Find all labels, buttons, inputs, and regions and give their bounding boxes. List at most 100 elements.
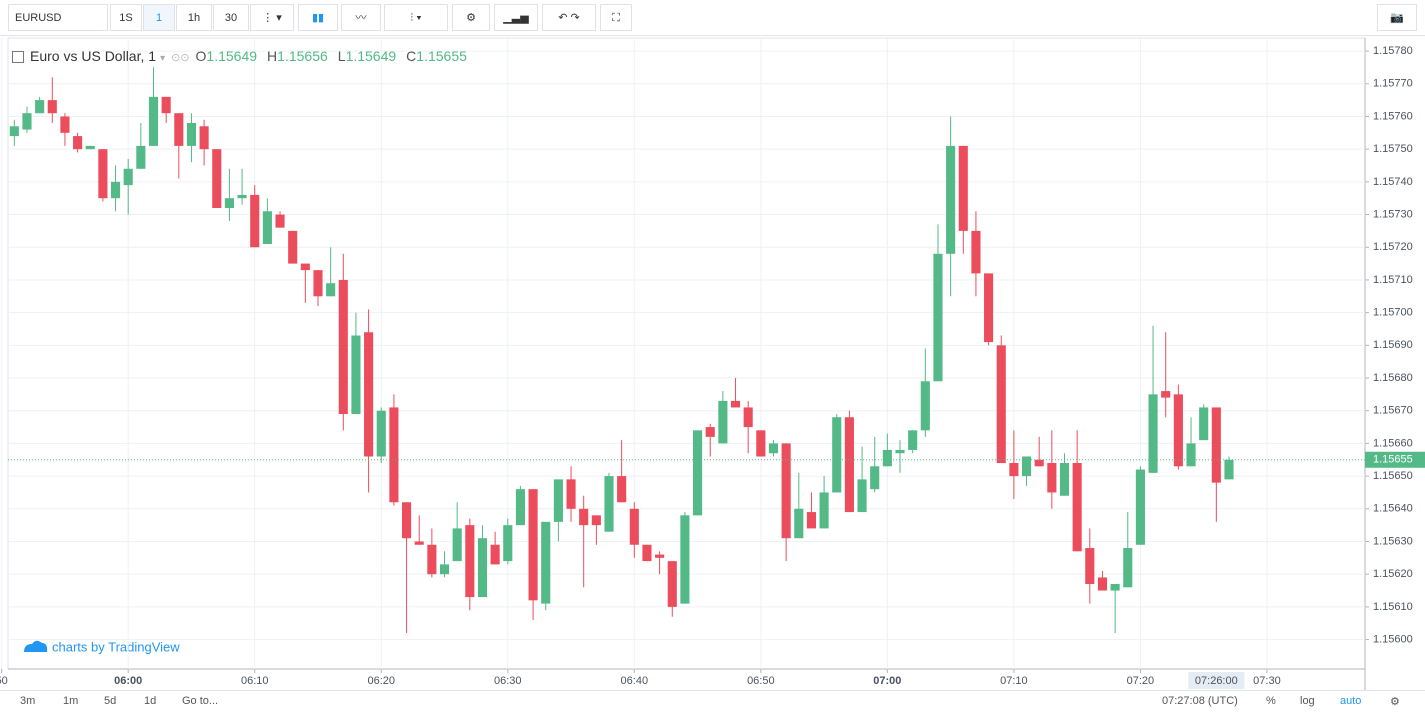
interval-menu[interactable]: ⋮ ▾ xyxy=(250,4,294,31)
candle-body xyxy=(1009,463,1019,477)
settings-button[interactable]: ⚙ xyxy=(452,4,490,31)
undo-redo[interactable]: ↶ ↷ xyxy=(542,4,596,31)
candle-body xyxy=(136,145,146,169)
candle-body xyxy=(743,407,753,428)
candle-body xyxy=(224,198,234,209)
range-button[interactable]: 1m xyxy=(63,695,79,707)
candle-body xyxy=(870,466,880,490)
scale-settings[interactable]: ⚙ xyxy=(1390,696,1400,708)
candle-body xyxy=(465,525,475,598)
y-tick-label: 1.15600 xyxy=(1373,633,1413,645)
ohlc-value: 1.15656 xyxy=(277,48,328,64)
candle-body xyxy=(781,443,791,539)
candle-body xyxy=(667,561,677,607)
candle-body xyxy=(705,427,715,437)
toolbar: EURUSD 1S 1 1h 30 ⋮ ▾ ▮▮ 〰 ⫶ ▾ ⚙ ▁▃▅ ↶ ↷… xyxy=(0,0,1425,36)
candle-body xyxy=(9,126,19,137)
candle-body xyxy=(1123,548,1133,588)
ohlc-value: 1.15649 xyxy=(345,48,397,64)
collapse-icon[interactable] xyxy=(12,51,24,64)
crosshair-time-box xyxy=(1188,672,1245,689)
snapshot-button[interactable]: 📷 xyxy=(1377,4,1417,31)
y-tick-label: 1.15640 xyxy=(1373,503,1413,515)
candle-body xyxy=(718,400,728,444)
x-tick-label: 07:00 xyxy=(873,675,901,687)
indicators-button[interactable]: ▁▃▅ xyxy=(494,4,538,31)
y-tick-label: 1.15740 xyxy=(1373,176,1413,188)
interval-button[interactable]: 1S xyxy=(110,4,142,31)
candle-body xyxy=(427,544,437,575)
x-tick-label: 06:40 xyxy=(621,675,649,687)
ohlc: O1.15649 H1.15656 L1.15649 C1.15655 xyxy=(196,48,467,64)
candle-body xyxy=(857,479,867,513)
goto-button[interactable]: Go to... xyxy=(182,695,219,707)
x-tick-label: 06:50 xyxy=(747,675,775,687)
candle-body xyxy=(1072,463,1082,552)
interval-button[interactable]: 1h xyxy=(176,4,212,31)
candle-body xyxy=(1161,391,1171,398)
candle-body xyxy=(996,345,1006,464)
candle-body xyxy=(1186,443,1196,467)
range-button[interactable]: 1d xyxy=(144,695,157,707)
candle-body xyxy=(971,230,981,274)
candle-body xyxy=(1135,469,1145,545)
y-tick-label: 1.15710 xyxy=(1373,274,1413,286)
candle-body xyxy=(730,400,741,408)
last-price-label: 1.15655 xyxy=(1373,454,1413,466)
candle-body xyxy=(756,430,766,457)
title-caret[interactable]: ▾ xyxy=(160,53,166,64)
candle-body xyxy=(693,430,703,516)
candle-body xyxy=(1110,583,1120,591)
candle-body xyxy=(1034,459,1044,467)
candle-body xyxy=(174,113,184,146)
candle-body xyxy=(768,443,779,454)
percent-toggle[interactable]: % xyxy=(1266,695,1276,707)
y-tick-label: 1.15650 xyxy=(1373,470,1413,482)
candle-body xyxy=(680,515,690,604)
candle-body xyxy=(642,544,652,562)
interval-button[interactable]: 30 xyxy=(213,4,249,31)
crosshair-time-label: 07:26:00 xyxy=(1195,675,1238,687)
candle-body xyxy=(895,449,905,454)
x-tick-label: 07:20 xyxy=(1127,675,1155,687)
interval-button[interactable]: 1 xyxy=(143,4,175,31)
watermark: charts by TradingView xyxy=(52,639,180,654)
candle-body xyxy=(819,492,829,529)
footer: 3m 1m 5d 1d Go to... 07:27:08 (UTC) % lo… xyxy=(0,690,1425,712)
candle-body xyxy=(541,521,551,604)
title-icons[interactable]: ⊙⊙ xyxy=(171,52,190,64)
bars-button[interactable]: ⫶ ▾ xyxy=(384,4,448,31)
candle-body xyxy=(490,544,500,565)
candle-body xyxy=(439,564,450,575)
candle-body xyxy=(1097,577,1108,591)
x-tick-label: 07:10 xyxy=(1000,675,1028,687)
y-tick-label: 1.15690 xyxy=(1373,339,1413,351)
candle-body xyxy=(402,502,412,539)
range-button[interactable]: 5d xyxy=(104,695,117,707)
candles-button[interactable]: ▮▮ xyxy=(298,4,338,31)
auto-toggle[interactable]: auto xyxy=(1340,695,1362,707)
y-tick-label: 1.15760 xyxy=(1373,110,1413,122)
candle-body xyxy=(629,508,639,545)
ohlc-label: L xyxy=(337,48,346,64)
candle-body xyxy=(389,407,399,503)
candle-body xyxy=(832,417,842,493)
symbol-input[interactable]: EURUSD xyxy=(8,4,108,31)
candle-body xyxy=(364,332,374,457)
candle-body xyxy=(1199,407,1209,441)
candle-body xyxy=(933,253,943,382)
candle-body xyxy=(1173,394,1183,467)
y-tick-label: 1.15680 xyxy=(1373,372,1413,384)
y-tick-label: 1.15700 xyxy=(1373,307,1413,319)
candle-body xyxy=(908,430,918,450)
candle-body xyxy=(617,476,627,503)
candle-body xyxy=(22,113,32,130)
candle-body xyxy=(288,230,298,264)
x-tick-label: 06:00 xyxy=(114,675,142,687)
fullscreen-button[interactable]: ⛶ xyxy=(600,4,632,31)
candle-body xyxy=(199,126,209,150)
line-button[interactable]: 〰 xyxy=(341,4,381,31)
log-toggle[interactable]: log xyxy=(1300,695,1315,707)
range-button[interactable]: 3m xyxy=(20,695,36,707)
candle-body xyxy=(1021,456,1032,477)
